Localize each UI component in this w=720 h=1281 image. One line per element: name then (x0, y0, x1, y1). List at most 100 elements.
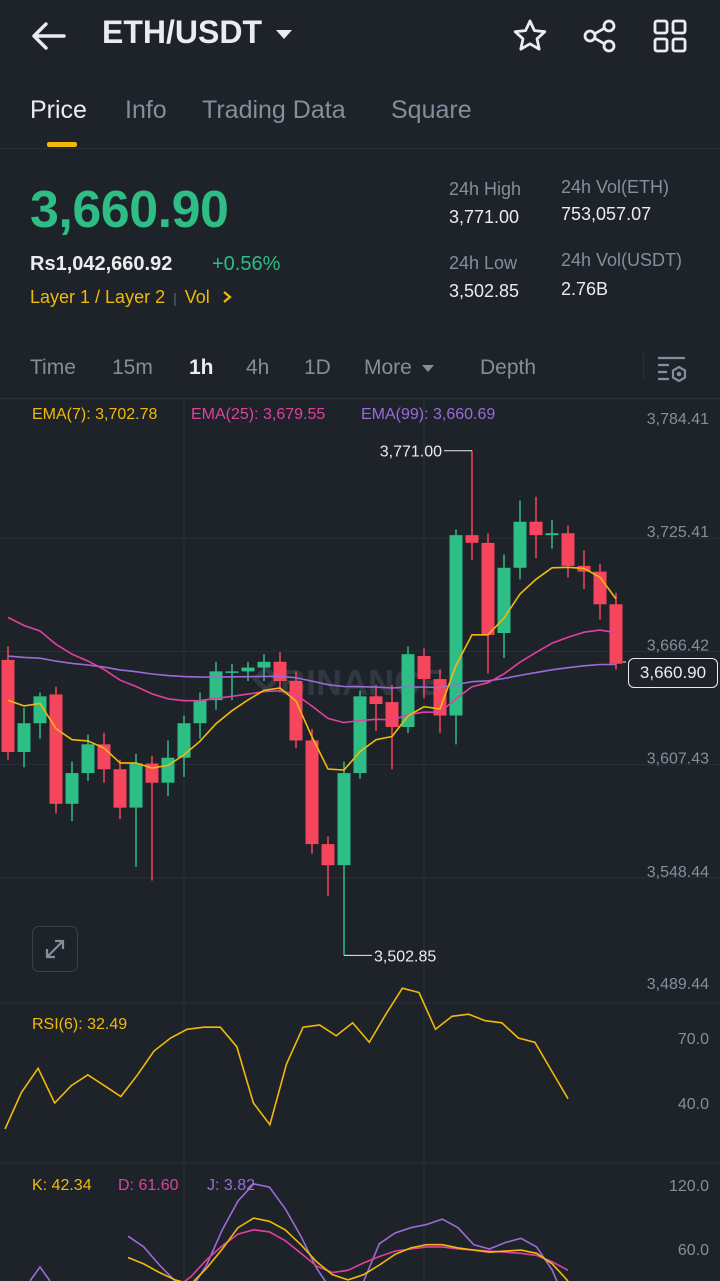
candle-body (241, 667, 255, 672)
watermark-text: BINANCE (280, 662, 444, 703)
chevron-right-icon (223, 291, 232, 303)
fiat-price: Rs1,042,660.92 (30, 253, 173, 275)
candle-body (113, 769, 127, 808)
interval-15m[interactable]: 15m (112, 356, 153, 379)
high-value: 3,771.00 (449, 207, 520, 227)
low-value: 3,502.85 (449, 281, 520, 301)
kdj-k-label: K: 42.34 (32, 1177, 92, 1194)
pair-label: ETH/USDT (102, 14, 262, 50)
candle-body (545, 533, 559, 536)
y-tick-label: 3,725.41 (647, 524, 709, 541)
kdj-tick-label: 120.0 (669, 1178, 709, 1195)
tag-layer[interactable]: Layer 1 / Layer 2 (30, 287, 166, 307)
y-tick-label: 3,666.42 (647, 637, 709, 654)
kdj-j-line-start (29, 1265, 51, 1281)
candle-body (33, 696, 47, 724)
price-change: +0.56% (212, 253, 281, 275)
y-tick-label: 3,784.41 (647, 411, 709, 428)
chart-settings-icon[interactable] (655, 352, 689, 386)
fullscreen-button[interactable] (32, 926, 78, 972)
high-label: 24h High (449, 179, 522, 199)
candle-body (465, 535, 479, 543)
candle-body (401, 654, 415, 728)
tag-vol[interactable]: Vol (184, 287, 210, 307)
tab-info[interactable]: Info (125, 96, 167, 124)
vol-eth-value: 753,057.07 (561, 204, 652, 224)
interval-depth[interactable]: Depth (480, 356, 537, 379)
kdj-d-label: D: 61.60 (118, 1177, 179, 1194)
candle-body (225, 671, 239, 673)
tab-price[interactable]: Price (30, 96, 87, 124)
candle-body (497, 567, 511, 634)
y-tick-label: 3,489.44 (647, 976, 709, 993)
low-label: 24h Low (449, 253, 518, 273)
tab-square[interactable]: Square (391, 96, 472, 124)
ema7-line (7, 566, 617, 771)
y-tick-label: 3,548.44 (647, 864, 709, 881)
candle-body (49, 694, 63, 804)
candle-body (17, 723, 31, 752)
interval-more[interactable]: More (364, 356, 434, 380)
ema25-label: EMA(25): 3,679.55 (191, 406, 326, 423)
interval-1d[interactable]: 1D (304, 356, 331, 379)
kdj-j-line (127, 1183, 558, 1281)
candle-body (529, 521, 543, 536)
candle-body (321, 844, 335, 866)
candle-body (417, 656, 431, 680)
kdj-k-line (127, 1217, 569, 1281)
candle-body (593, 571, 607, 605)
active-tab-indicator (47, 142, 77, 147)
candle-body (177, 723, 191, 758)
star-icon[interactable] (512, 18, 548, 54)
tag-separator: | (173, 290, 177, 306)
last-price: 3,660.90 (30, 181, 229, 239)
interval-4h[interactable]: 4h (246, 356, 270, 379)
candle-body (209, 671, 223, 701)
vol-eth-label: 24h Vol(ETH) (561, 177, 670, 197)
candle-body (449, 535, 463, 716)
candle-body (193, 700, 207, 724)
candle-body (129, 763, 143, 808)
candle-body (369, 696, 383, 705)
candle-body (81, 744, 95, 774)
ema7-label: EMA(7): 3,702.78 (32, 406, 158, 423)
candle-body (273, 661, 287, 681)
candle-body (65, 773, 79, 804)
candle-body (305, 740, 319, 845)
interval-time[interactable]: Time (30, 356, 76, 379)
caret-down-icon (421, 364, 434, 372)
tab-trading-data[interactable]: Trading Data (202, 96, 346, 124)
tab-bar: Price Info Trading Data Square (0, 80, 720, 149)
rsi-tick-label: 40.0 (678, 1096, 709, 1113)
category-tags: Layer 1 / Layer 2 | Vol (30, 287, 233, 308)
binance-logo-icon (252, 665, 280, 693)
max-price-label: 3,771.00 (380, 444, 442, 461)
candle-body (481, 542, 495, 635)
candle-body (385, 702, 399, 728)
vol-usdt-value: 2.76B (561, 279, 609, 299)
candle-body (337, 773, 351, 866)
candle-body (289, 680, 303, 741)
rsi-tick-label: 70.0 (678, 1031, 709, 1048)
ema99-label: EMA(99): 3,660.69 (361, 406, 496, 423)
y-tick-label: 3,607.43 (647, 751, 709, 768)
divider (643, 354, 644, 380)
candle-body (561, 533, 575, 566)
ema25-line (7, 616, 617, 724)
candle-body (353, 696, 367, 774)
price-chart[interactable]: 3,784.41 3,725.41 3,666.42 3,607.43 3,548.44… (0, 399, 720, 1281)
vol-usdt-label: 24h Vol(USDT) (561, 250, 683, 270)
grid-menu-icon[interactable] (652, 18, 688, 54)
kdj-d-line (183, 1228, 569, 1281)
share-icon[interactable] (582, 18, 618, 54)
candle-body (1, 659, 15, 752)
interval-bar: Time 15m 1h 4h 1D More Depth (0, 340, 720, 399)
ema99-line (7, 655, 616, 689)
candle-body (513, 521, 527, 568)
current-price-tag: 3,660.90 (628, 658, 718, 688)
pair-selector[interactable]: ETH/USDT (102, 14, 292, 51)
caret-down-icon (276, 30, 292, 40)
min-price-label: 3,502.85 (374, 948, 436, 965)
back-arrow-icon[interactable] (28, 18, 68, 54)
interval-1h[interactable]: 1h (189, 356, 214, 379)
